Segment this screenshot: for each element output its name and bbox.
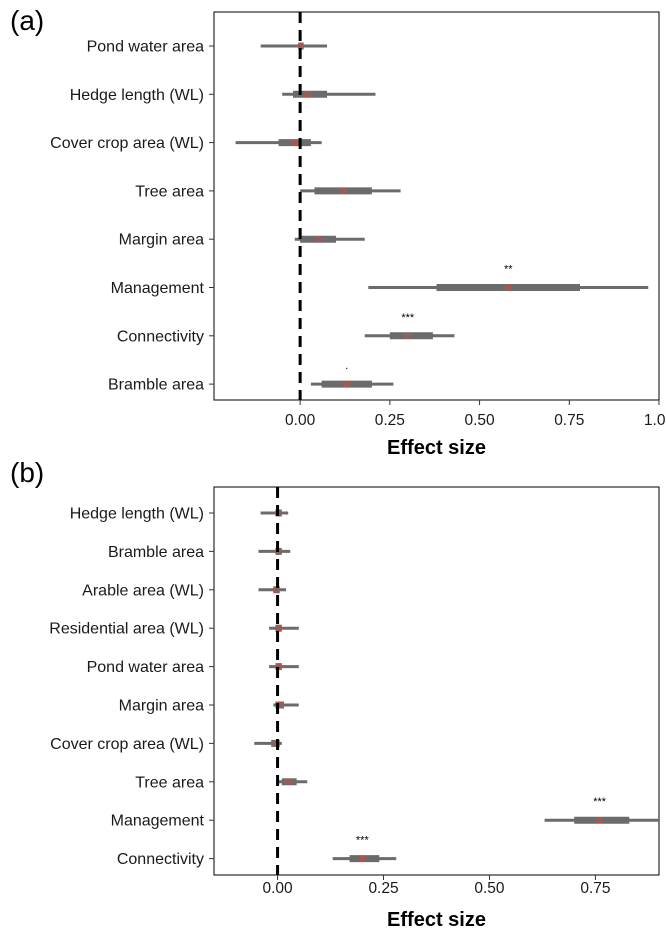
x-tick-label: 0.25: [375, 412, 405, 429]
row-label: Cover crop area (WL): [50, 135, 204, 152]
row-label: Margin area: [119, 698, 204, 715]
forest-row: Cover crop area (WL): [50, 135, 322, 152]
row-label: Connectivity: [117, 328, 204, 345]
point-estimate: [343, 381, 350, 388]
row-label: Bramble area: [108, 377, 204, 394]
panel-label: (a): [10, 5, 44, 36]
panel-label: (b): [10, 457, 44, 488]
plot-frame: [213, 11, 660, 401]
point-estimate: [304, 91, 311, 98]
forest-row: Margin area: [119, 698, 299, 715]
forest-row: Pond water area: [87, 39, 328, 56]
point-estimate: [315, 236, 322, 243]
row-label: Residential area (WL): [49, 621, 204, 638]
x-tick-label: 1.00: [644, 412, 666, 429]
forest-row: Pond water area: [87, 659, 299, 676]
point-estimate: [272, 586, 279, 593]
row-label: Management: [111, 280, 205, 297]
forest-row: Residential area (WL): [49, 621, 299, 638]
forest-row: Cover crop area (WL): [50, 736, 282, 753]
row-label: Cover crop area (WL): [50, 736, 204, 753]
forest-row: Management ***: [111, 796, 659, 830]
point-estimate: [505, 284, 512, 291]
x-axis-label: Effect size: [387, 909, 486, 931]
x-tick-label: 0.50: [464, 412, 495, 429]
row-label: Management: [111, 813, 205, 830]
row-label: Tree area: [135, 183, 204, 200]
point-estimate: [359, 855, 366, 862]
x-tick-label: 0.00: [285, 412, 316, 429]
point-estimate: [285, 778, 292, 785]
x-axis-label: Effect size: [387, 437, 486, 459]
significance-label: .: [345, 360, 348, 372]
forest-row: Management **: [111, 264, 649, 297]
point-estimate: [404, 332, 411, 339]
forest-row: Connectivity ***: [117, 312, 455, 345]
row-label: Hedge length (WL): [70, 87, 204, 104]
significance-label: ***: [401, 312, 415, 324]
point-estimate: [276, 625, 283, 632]
row-label: Bramble area: [108, 544, 204, 561]
significance-label: ***: [356, 835, 370, 847]
x-tick-label: 0.75: [554, 412, 584, 429]
forest-row: Arable area (WL): [82, 582, 287, 599]
significance-label: **: [504, 264, 513, 276]
point-estimate: [276, 663, 283, 670]
point-estimate: [596, 817, 603, 824]
significance-label: ***: [593, 796, 607, 808]
row-label: Margin area: [119, 232, 204, 249]
forest-row: Connectivity ***: [117, 835, 397, 868]
point-estimate: [291, 139, 298, 146]
row-label: Connectivity: [117, 851, 204, 868]
forest-row: Hedge length (WL): [70, 506, 289, 523]
forest-row: Bramble area.: [108, 360, 394, 394]
plot-frame: [213, 486, 660, 876]
x-tick-label: 0.75: [580, 880, 610, 897]
row-label: Arable area (WL): [82, 582, 204, 599]
x-tick-label: 0.00: [262, 880, 293, 897]
x-tick-label: 0.25: [368, 880, 398, 897]
forest-row: Tree area: [135, 183, 401, 200]
forest-row: Bramble area: [108, 544, 291, 561]
forest-row: Tree area: [135, 774, 308, 791]
row-label: Pond water area: [87, 659, 205, 676]
forest-row: Margin area: [119, 232, 365, 249]
x-tick-label: 0.50: [474, 880, 505, 897]
forest-row: Hedge length (WL): [70, 87, 376, 104]
point-estimate: [340, 187, 347, 194]
row-label: Hedge length (WL): [70, 506, 204, 523]
panel-b: (b) 0.00 0.25 0.50 0.75 Effect size Hedge leng…: [10, 457, 660, 931]
row-label: Pond water area: [87, 39, 205, 56]
row-label: Tree area: [135, 774, 204, 791]
panel-a: (a) 0.00 0.25 0.50 0.75 1.00 Effect size Pond w…: [10, 5, 666, 459]
